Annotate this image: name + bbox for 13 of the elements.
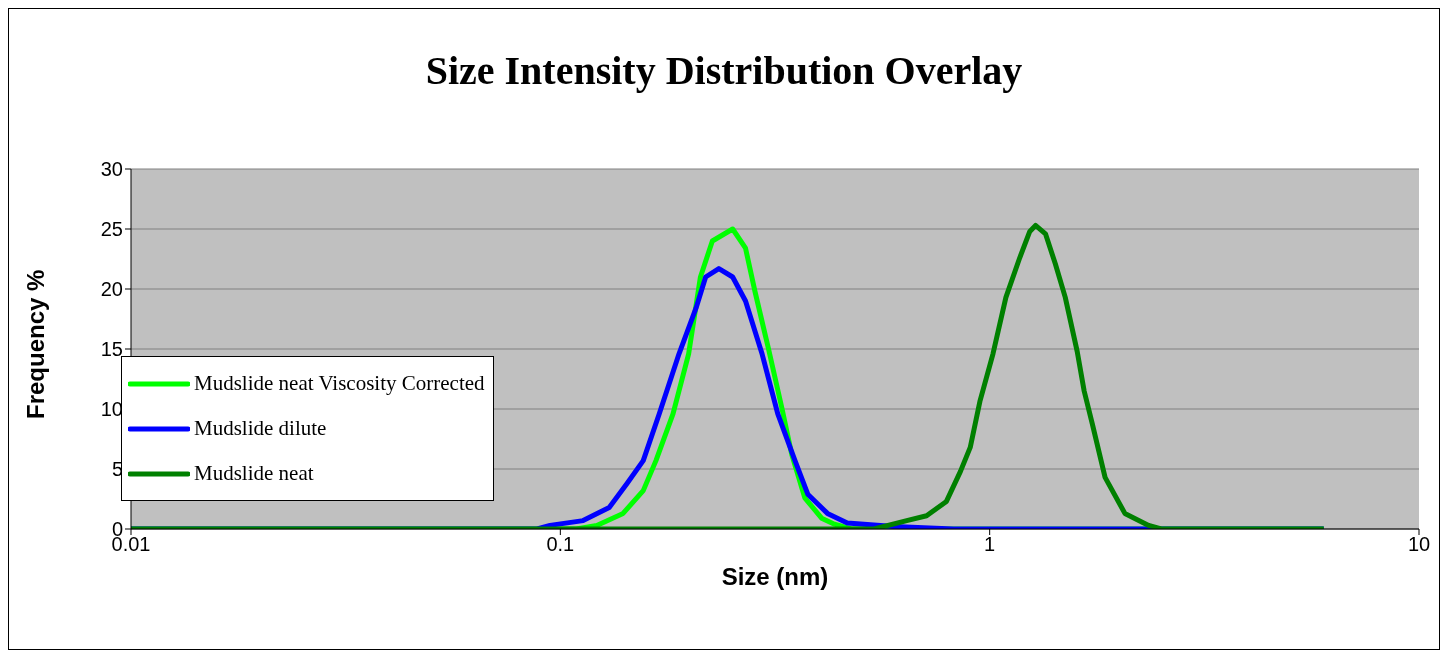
- legend-label: Mudslide dilute: [194, 416, 327, 441]
- chart-title: Size Intensity Distribution Overlay: [424, 47, 1024, 94]
- y-tick-label: 20: [100, 278, 123, 301]
- legend-label: Mudslide neat Viscosity Corrected: [194, 371, 485, 396]
- x-axis-title: Size (nm): [721, 563, 829, 590]
- y-tick-label: 25: [100, 218, 123, 241]
- y-tick-label: 30: [100, 158, 123, 181]
- y-axis-title: Frequency %: [21, 269, 49, 419]
- x-tick-label: 0.1: [546, 533, 575, 556]
- legend-label: Mudslide neat: [194, 461, 314, 486]
- x-tick-label: 10: [1407, 533, 1431, 556]
- y-tick-label: 15: [100, 338, 123, 361]
- x-tick-label: 1: [984, 533, 996, 556]
